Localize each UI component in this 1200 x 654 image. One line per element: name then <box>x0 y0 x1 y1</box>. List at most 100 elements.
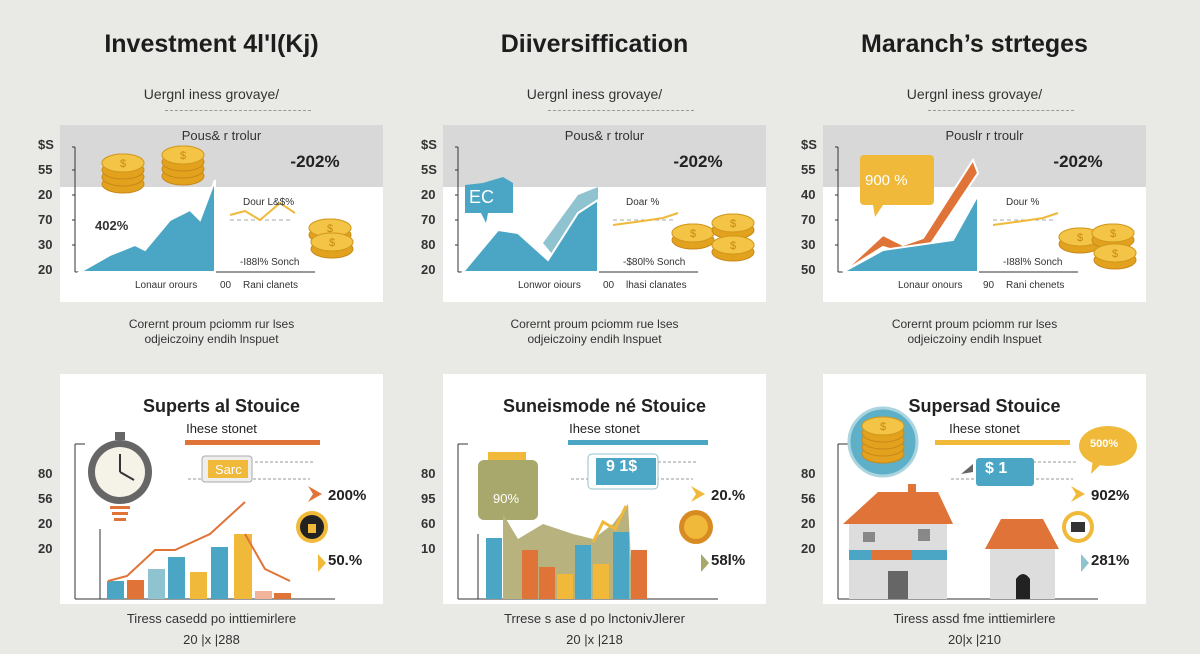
y-axis-label: 20 <box>421 187 436 202</box>
coin-stack-icon: $ <box>711 235 755 262</box>
arrow-icon <box>308 486 322 502</box>
mini-line-chart <box>992 212 1059 226</box>
svg-text:$: $ <box>730 218 736 230</box>
big-percent: -202% <box>673 152 723 171</box>
accent-bar <box>185 440 320 445</box>
y-axis-label: 10 <box>421 541 436 556</box>
y-axis-label: 56 <box>38 491 53 506</box>
caption-line: Corernt proum pciomm rur lses <box>891 317 1058 331</box>
x-axis-label: Rani chenets <box>1006 280 1065 291</box>
y-axis-label: 50 <box>801 262 816 277</box>
percent-value: 58l% <box>711 552 746 569</box>
bar <box>255 591 272 599</box>
column-2: Diiversiffication Uergnl iness grovaye/$S… <box>403 0 793 654</box>
mini-chart-caption: -I88l% Sonch <box>240 257 300 268</box>
y-axis-label: 55 <box>801 162 816 177</box>
percent-value: 902% <box>1091 487 1130 504</box>
y-axis-label: 30 <box>801 237 816 252</box>
arrow-icon <box>691 486 705 502</box>
coin-stack-icon: $ <box>1093 243 1137 270</box>
chart-title: Pouslr r troulr <box>945 128 1024 143</box>
bar <box>522 550 538 599</box>
strategy-illustration <box>74 432 335 600</box>
coin-icon <box>679 510 713 544</box>
x-axis-label: Lonaur onours <box>898 280 963 291</box>
chevron-icon <box>318 554 326 572</box>
panel-title: Supersad Stouice <box>908 396 1061 416</box>
accent-bar <box>568 440 708 445</box>
area-chart: $ $ $ $ <box>72 145 354 273</box>
section-title: Maranch’s strteges <box>861 30 1088 58</box>
bar <box>190 572 207 599</box>
mini-chart-title: Doar % <box>626 197 660 208</box>
bar <box>234 534 252 599</box>
tag-box <box>976 458 1034 486</box>
percent-value: 281% <box>1091 552 1130 569</box>
column-3: Maranch’s strteges Uergnl iness grovaye/ $… <box>783 0 1173 654</box>
panel-title: Superts al Stouice <box>142 396 301 416</box>
x-axis-label: 00 <box>220 280 232 291</box>
svg-text:$: $ <box>329 237 335 249</box>
bar <box>557 574 573 599</box>
chart-title: Pous& r trolur <box>181 128 262 143</box>
caption-line: odjeiczoiny endih lnspuet <box>527 332 662 346</box>
area-label: EC <box>469 187 495 207</box>
tag-icon <box>465 177 513 223</box>
svg-text:$: $ <box>1112 248 1118 260</box>
y-axis-label: 5S <box>421 162 437 177</box>
coin-stack-icon: $ <box>161 145 205 186</box>
axis-ticks <box>72 146 75 246</box>
section-title: Investment 4l'l(Kj) <box>104 30 319 58</box>
area-series <box>842 191 979 273</box>
y-axis-label: 30 <box>38 237 53 252</box>
mini-chart-title: Dour L&$% <box>243 197 295 208</box>
percent-value: 200% <box>328 487 367 504</box>
section-subtitle: Uergnl iness grovaye/ <box>906 86 1043 102</box>
area-series <box>460 198 599 273</box>
x-axis-label: 90 <box>983 280 995 291</box>
y-axis-label: 60 <box>421 516 436 531</box>
area-label: 402% <box>95 218 129 233</box>
speech-bubble-icon <box>860 155 934 217</box>
y-axis-label: 20 <box>38 516 53 531</box>
svg-text:$: $ <box>690 228 696 240</box>
caption-line: odjeiczoiny endih lnspuet <box>144 332 279 346</box>
tag-box <box>208 460 248 478</box>
bar <box>274 593 291 599</box>
bar <box>593 564 609 599</box>
area-chart: $ $ $ <box>455 146 755 273</box>
y-axis-label: 70 <box>801 212 816 227</box>
percent-value: 20.% <box>711 487 746 504</box>
axis-ticks <box>835 146 838 246</box>
footer-line: 20|x |210 <box>947 632 1001 647</box>
mini-chart-title: Dour % <box>1006 197 1040 208</box>
chevron-icon <box>1081 554 1089 572</box>
footer-line: Trrese s ase d po lnctonivJlerer <box>504 611 685 626</box>
strategy-panel: Superts al Stouice Ihese stonet Sarc 200% 50… <box>60 374 383 604</box>
tag-label: Sarc <box>215 462 242 477</box>
strategy-illustration: $ <box>837 406 1137 600</box>
panel-subtitle: Ihese stonet <box>569 421 640 436</box>
panel-title: Suneismode né Stouice <box>502 396 707 416</box>
accent-bar <box>935 440 1070 445</box>
coin-icon: $ <box>847 406 919 478</box>
svg-text:$: $ <box>180 150 186 162</box>
footer-line: 20 |x |218 <box>566 632 623 647</box>
mini-line-chart <box>612 212 679 226</box>
coin-stack-icon: $ <box>310 232 354 259</box>
bar <box>168 557 185 599</box>
tag-label: $ 1 <box>985 460 1008 477</box>
strategy-illustration <box>457 440 718 600</box>
svg-text:$: $ <box>1077 232 1083 244</box>
y-axis-label: 20 <box>421 262 436 277</box>
speech-bubble-icon <box>1079 426 1137 474</box>
bar <box>486 538 502 599</box>
bar <box>107 581 124 599</box>
trend-line <box>591 505 628 543</box>
tag-label: 9 1$ <box>606 458 638 475</box>
footer-line: Tiress casedd po inttiemirlere <box>126 611 297 626</box>
axis-ticks <box>455 146 458 246</box>
y-axis-label: 20 <box>38 187 53 202</box>
x-axis-label: lhasi clanates <box>626 280 687 291</box>
coin-stack-icon: $ <box>101 153 145 194</box>
